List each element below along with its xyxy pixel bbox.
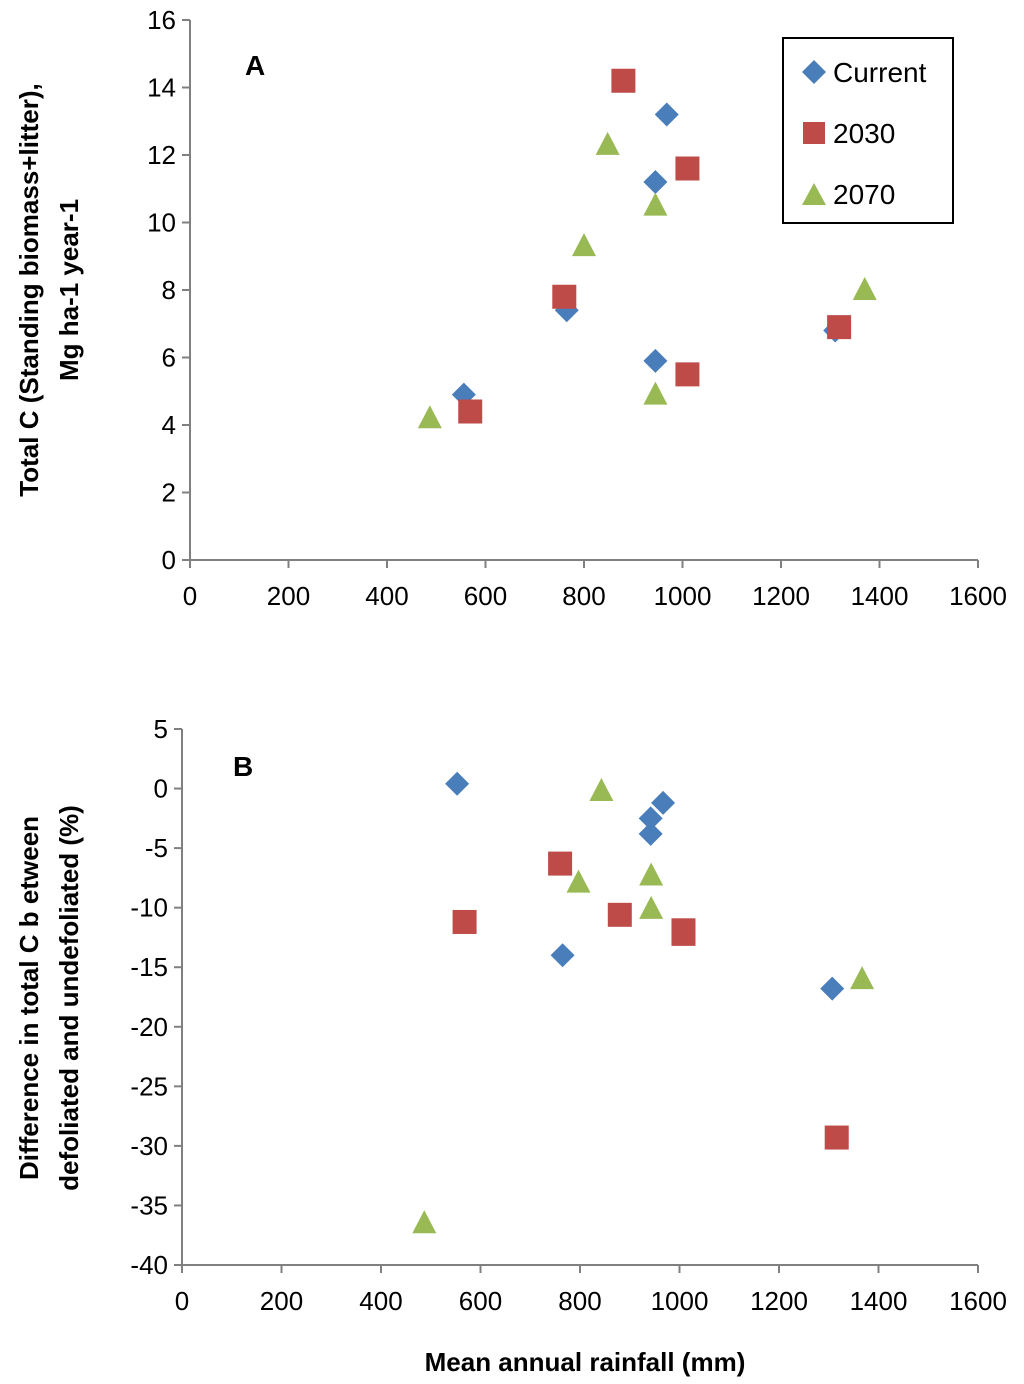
panel-b-x-tick-label: 1000	[651, 1286, 709, 1316]
panel-b-point-current	[445, 771, 470, 796]
panel-b-axes: 0 200 400 600 800 1000 1200 1400 1600 -40 -35 -30 -2…	[130, 714, 1007, 1316]
panel-b-series-2030	[452, 851, 849, 1150]
panel-a-axes: 0 200 400 600 800 1000 1200 1400 1600 0 2 4 6 8 10 12 14…	[147, 5, 1007, 611]
panel-b-point-2030	[607, 902, 632, 927]
panel-b-point-2030	[824, 1125, 849, 1150]
panel-a-y-tick-label: 8	[162, 275, 176, 305]
panel-a-y-tick-label: 16	[147, 5, 176, 35]
panel-a-point-2030	[675, 156, 700, 181]
panel-a-chart: A Total C (Standing biomass+litter), Mg …	[14, 5, 1007, 611]
panel-b-y-tick-label: 5	[154, 714, 168, 744]
panel-a-point-2070	[572, 233, 596, 257]
panel-a-x-tick-label: 1400	[851, 581, 909, 611]
panel-b-point-2070	[850, 966, 875, 990]
panel-b-y-tick-label: -40	[130, 1250, 168, 1280]
legend-label-2030: 2030	[833, 118, 895, 149]
panel-a-point-2030	[611, 68, 636, 93]
panel-b-point-2030	[548, 851, 573, 876]
legend-label-2070: 2070	[833, 179, 895, 210]
panel-a-y-tick-label: 4	[162, 410, 176, 440]
panel-a-y-tick-label: 0	[162, 545, 176, 575]
panel-b-y-tick-label: -15	[130, 952, 168, 982]
panel-b-series-current	[445, 771, 845, 1001]
panel-a-x-tick-label: 1600	[949, 581, 1007, 611]
panel-b-x-tick-label: 200	[260, 1286, 303, 1316]
panel-a-y-tick-label: 6	[162, 343, 176, 373]
panel-b-y-tick-label: -10	[130, 893, 168, 923]
panel-a-point-current	[643, 348, 668, 373]
panel-b-point-current	[820, 976, 845, 1001]
panel-b-y-tick-label: -5	[145, 833, 168, 863]
panel-a-series-2070	[417, 131, 877, 429]
panel-a-point-2030	[675, 362, 700, 387]
panel-a-point-current	[654, 102, 679, 127]
panel-b-point-2070	[589, 777, 614, 801]
panel-b-y-tick-label: -35	[130, 1190, 168, 1220]
panel-a-point-2070	[852, 277, 877, 300]
panel-a-legend: Current 2030 2070	[782, 37, 954, 224]
panel-b-point-2070	[412, 1210, 437, 1234]
panel-a-series-2030	[458, 68, 852, 424]
panel-b-x-tick-label: 1600	[949, 1286, 1007, 1316]
panel-a-x-tick-label: 1000	[654, 581, 712, 611]
legend-label-current: Current	[833, 57, 927, 88]
panel-b-point-current	[638, 806, 663, 831]
legend-marker-2030	[803, 122, 825, 144]
panel-a-x-tick-label: 1200	[752, 581, 810, 611]
panel-a-x-tick-label: 200	[267, 581, 310, 611]
panel-b-y-tick-label: -30	[130, 1131, 168, 1161]
panel-b-y-axis-title-line-1: Difference in total C b etween	[14, 816, 44, 1180]
panel-b-point-2070	[566, 869, 591, 893]
panel-a-point-current	[643, 170, 668, 194]
panel-b-letter: B	[233, 751, 253, 782]
panel-b-chart: B Difference in total C b etween defolia…	[14, 714, 1007, 1377]
panel-b-point-2070	[639, 862, 664, 886]
panel-a-x-tick-label: 400	[365, 581, 408, 611]
legend-marker-current	[802, 60, 826, 84]
panel-b-x-tick-label: 400	[359, 1286, 402, 1316]
panel-b-x-tick-label: 600	[459, 1286, 502, 1316]
panel-b-y-tick-label: -20	[130, 1012, 168, 1042]
panel-a-point-2030	[827, 315, 852, 340]
panel-b-point-current	[651, 790, 676, 815]
panel-b-point-2030	[452, 909, 477, 934]
panel-a-y-tick-label: 10	[147, 208, 176, 238]
panel-b-x-tick-label: 0	[175, 1286, 189, 1316]
panel-b-series-2070	[412, 777, 875, 1234]
panel-a-x-tick-label: 800	[562, 581, 605, 611]
panel-a-point-2070	[643, 381, 668, 405]
panel-a-point-2070	[417, 405, 442, 429]
panel-b-point-2030	[671, 921, 696, 946]
panel-b-y-tick-label: 0	[154, 774, 168, 804]
panel-a-x-tick-label: 0	[183, 581, 197, 611]
panel-a-y-tick-label: 2	[162, 478, 176, 508]
panel-b-y-tick-label: -25	[130, 1071, 168, 1101]
panel-a-y-axis-title-line-1: Total C (Standing biomass+litter),	[14, 83, 44, 496]
panel-a-y-tick-label: 12	[147, 140, 176, 170]
panel-a-x-tick-label: 600	[464, 581, 507, 611]
panel-a-point-2030	[458, 399, 483, 424]
panel-b-y-axis-title-line-2: defoliated and undefoliated (%)	[54, 805, 84, 1191]
panel-a-point-2030	[552, 284, 577, 309]
panel-b-y-axis-title: Difference in total C b etween defoliate…	[14, 805, 84, 1191]
panel-a-y-tick-label: 14	[147, 73, 176, 103]
panel-b-x-axis-title: Mean annual rainfall (mm)	[425, 1347, 746, 1377]
panel-b-point-2070	[639, 895, 664, 919]
panel-b-x-tick-label: 1400	[850, 1286, 908, 1316]
panel-b-point-current	[638, 821, 663, 846]
panel-b-x-tick-label: 1200	[750, 1286, 808, 1316]
panel-b-x-tick-label: 800	[558, 1286, 601, 1316]
panel-a-letter: A	[245, 50, 265, 81]
panel-a-point-2070	[643, 192, 668, 216]
panel-a-y-axis-title-line-2: Mg ha-1 year-1	[54, 199, 84, 381]
panel-a-y-axis-title: Total C (Standing biomass+litter), Mg ha…	[14, 83, 84, 496]
panel-b-point-current	[550, 943, 575, 968]
panel-a-point-2070	[595, 131, 620, 155]
legend-marker-2070	[802, 183, 826, 205]
